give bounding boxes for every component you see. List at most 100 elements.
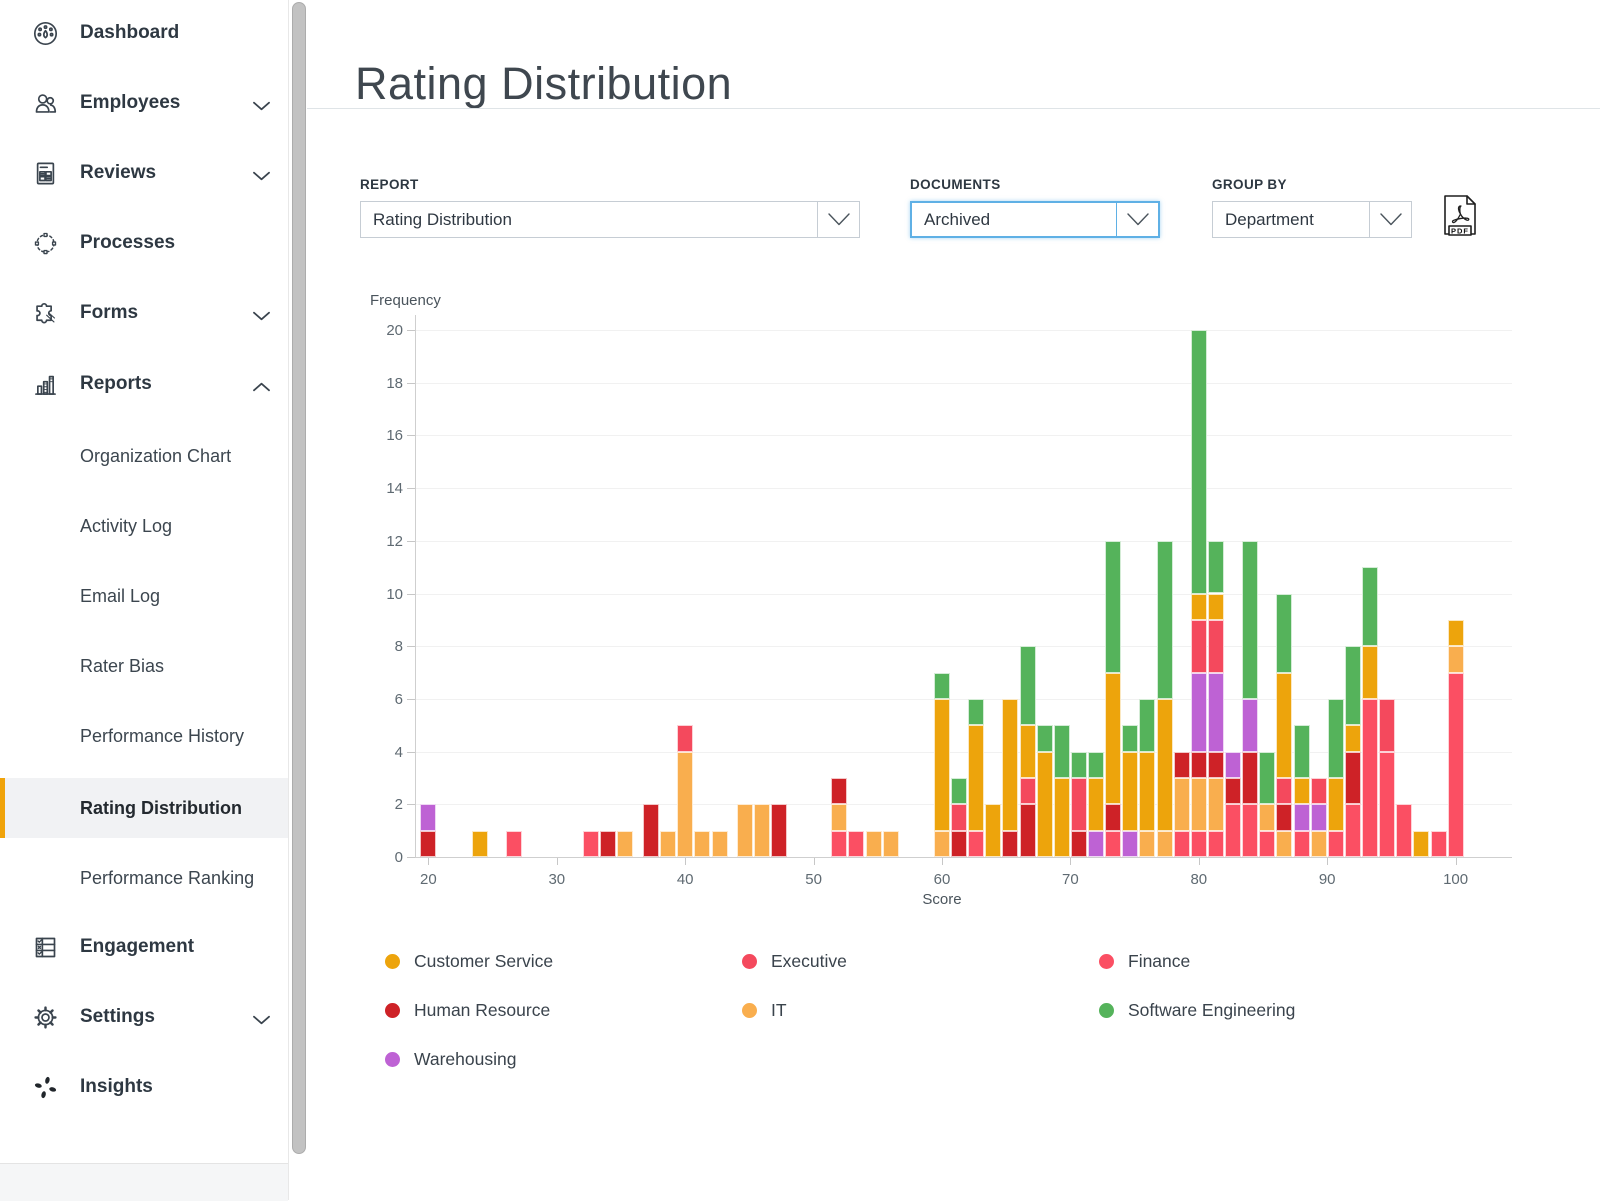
bar-segment[interactable] (1362, 567, 1378, 647)
bar-segment[interactable] (1190, 593, 1207, 620)
bar-segment[interactable] (1242, 804, 1259, 857)
bar-segment[interactable] (1207, 619, 1224, 673)
sidebar-item-forms[interactable]: Forms (0, 281, 288, 345)
bar-segment[interactable] (1071, 751, 1087, 778)
bar-segment[interactable] (1207, 540, 1224, 594)
bar-segment[interactable] (968, 725, 985, 831)
bar-segment[interactable] (1379, 751, 1396, 857)
bar-segment[interactable] (677, 725, 694, 752)
bar-segment[interactable] (1207, 593, 1224, 620)
bar-segment[interactable] (1447, 646, 1464, 673)
bar-segment[interactable] (831, 777, 848, 805)
bar-segment[interactable] (694, 830, 711, 857)
bar-segment[interactable] (934, 830, 950, 857)
bar-segment[interactable] (1122, 751, 1139, 831)
bar-segment[interactable] (1071, 830, 1087, 857)
bar-segment[interactable] (1293, 725, 1310, 778)
bar-segment[interactable] (1173, 751, 1190, 778)
bar-segment[interactable] (1344, 646, 1361, 726)
bar-segment[interactable] (600, 830, 617, 857)
bar-segment[interactable] (1362, 646, 1378, 699)
bar-segment[interactable] (1139, 751, 1156, 831)
bar-segment[interactable] (1190, 330, 1207, 594)
bar-segment[interactable] (471, 830, 488, 857)
sidebar-subitem-rater-bias[interactable]: Rater Bias (0, 637, 288, 695)
legend-item-executive[interactable]: Executive (742, 948, 1099, 974)
bar-segment[interactable] (1105, 804, 1122, 831)
bar-segment[interactable] (1088, 751, 1105, 778)
bar-segment[interactable] (934, 698, 950, 831)
bar-segment[interactable] (1259, 804, 1276, 831)
bar-segment[interactable] (1156, 830, 1173, 857)
bar-segment[interactable] (934, 672, 950, 699)
bar-segment[interactable] (1344, 804, 1361, 857)
bar-segment[interactable] (1156, 540, 1173, 699)
bar-segment[interactable] (1105, 672, 1122, 805)
bar-segment[interactable] (1036, 725, 1053, 752)
bar-segment[interactable] (1207, 751, 1224, 778)
bar-segment[interactable] (1344, 725, 1361, 752)
sidebar-item-reports[interactable]: Reports (0, 352, 288, 416)
bar-segment[interactable] (1276, 804, 1293, 831)
bar-segment[interactable] (1259, 751, 1276, 805)
bar-segment[interactable] (1122, 725, 1139, 752)
bar-segment[interactable] (882, 830, 899, 857)
bar-segment[interactable] (1053, 725, 1070, 778)
bar-segment[interactable] (420, 830, 437, 857)
bar-segment[interactable] (660, 830, 677, 857)
sidebar-subitem-performance-history[interactable]: Performance History (0, 707, 288, 765)
bar-segment[interactable] (1447, 619, 1464, 647)
sidebar-scrollbar[interactable] (288, 0, 308, 1200)
bar-segment[interactable] (1190, 777, 1207, 831)
bar-segment[interactable] (1156, 698, 1173, 831)
bar-segment[interactable] (1413, 830, 1430, 857)
bar-segment[interactable] (1139, 698, 1156, 752)
bar-segment[interactable] (1327, 698, 1344, 778)
bar-segment[interactable] (951, 777, 968, 805)
bar-segment[interactable] (1259, 830, 1276, 857)
bar-segment[interactable] (1173, 830, 1190, 857)
sidebar-subitem-activity-log[interactable]: Activity Log (0, 497, 288, 555)
bar-segment[interactable] (1190, 619, 1207, 673)
bar-segment[interactable] (1362, 698, 1378, 857)
bar-segment[interactable] (865, 830, 882, 857)
bar-segment[interactable] (1036, 751, 1053, 857)
bar-segment[interactable] (1327, 777, 1344, 831)
bar-segment[interactable] (1447, 672, 1464, 857)
bar-segment[interactable] (1139, 830, 1156, 857)
bar-segment[interactable] (951, 804, 968, 831)
bar-segment[interactable] (1105, 540, 1122, 673)
bar-segment[interactable] (1190, 830, 1207, 857)
bar-segment[interactable] (1088, 830, 1105, 857)
legend-item-finance[interactable]: Finance (1099, 948, 1539, 974)
bar-segment[interactable] (1105, 830, 1122, 857)
bar-segment[interactable] (1207, 777, 1224, 831)
bar-segment[interactable] (677, 751, 694, 857)
bar-segment[interactable] (1207, 672, 1224, 752)
sidebar-item-settings[interactable]: Settings (0, 985, 288, 1049)
bar-segment[interactable] (583, 830, 600, 857)
bar-segment[interactable] (1310, 777, 1327, 805)
bar-segment[interactable] (1242, 540, 1259, 699)
export-pdf-button[interactable]: PDF (1440, 194, 1480, 240)
bar-segment[interactable] (1242, 751, 1259, 805)
documents-select[interactable]: Archived (910, 201, 1160, 238)
bar-segment[interactable] (1276, 672, 1293, 778)
bar-segment[interactable] (968, 698, 985, 726)
bar-segment[interactable] (1310, 830, 1327, 857)
bar-segment[interactable] (771, 804, 788, 857)
bar-segment[interactable] (1019, 804, 1036, 857)
report-select[interactable]: Rating Distribution (360, 201, 860, 238)
bar-segment[interactable] (754, 804, 771, 857)
legend-item-customer-service[interactable]: Customer Service (385, 948, 742, 974)
bar-segment[interactable] (1019, 725, 1036, 778)
scrollbar-thumb[interactable] (292, 2, 306, 1154)
bar-segment[interactable] (1344, 751, 1361, 805)
bar-segment[interactable] (420, 804, 437, 831)
sidebar-subitem-rating-distribution[interactable]: Rating Distribution (0, 778, 293, 838)
bar-segment[interactable] (1053, 777, 1070, 857)
bar-segment[interactable] (1019, 646, 1036, 726)
bar-segment[interactable] (1293, 777, 1310, 805)
bar-segment[interactable] (1071, 777, 1087, 831)
bar-segment[interactable] (642, 804, 659, 857)
